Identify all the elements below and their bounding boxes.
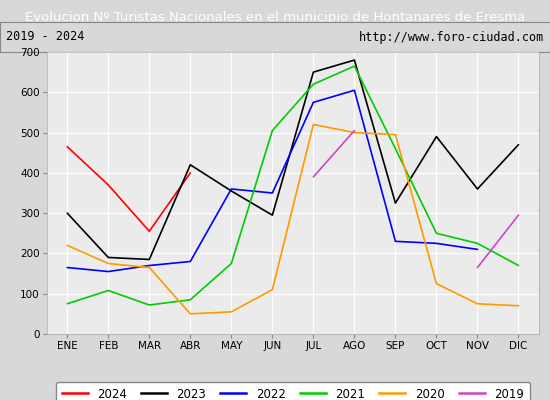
Legend: 2024, 2023, 2022, 2021, 2020, 2019: 2024, 2023, 2022, 2021, 2020, 2019 (56, 382, 530, 400)
Text: Evolucion Nº Turistas Nacionales en el municipio de Hontanares de Eresma: Evolucion Nº Turistas Nacionales en el m… (25, 12, 525, 24)
Text: 2019 - 2024: 2019 - 2024 (6, 30, 84, 44)
Text: http://www.foro-ciudad.com: http://www.foro-ciudad.com (359, 30, 544, 44)
